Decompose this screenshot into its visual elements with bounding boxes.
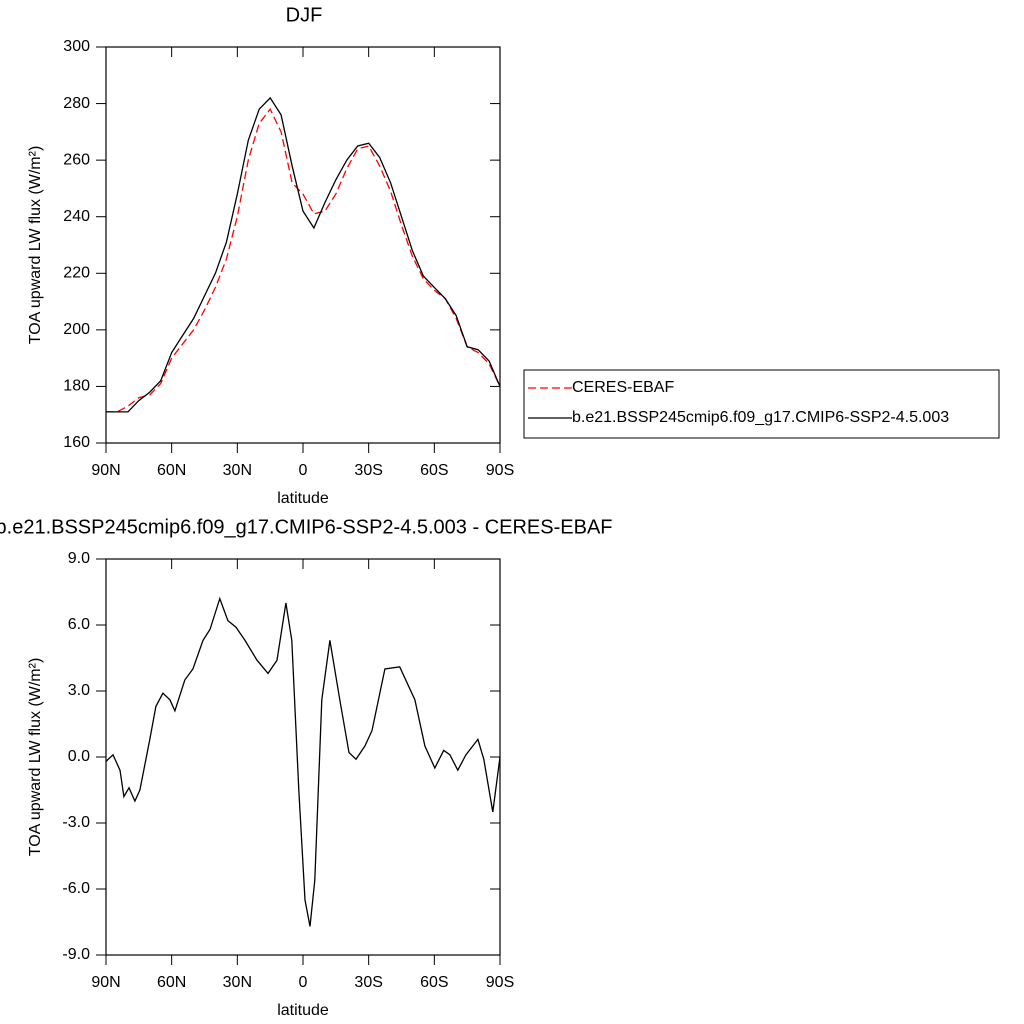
chart: DJF latitude TOA upward LW flux (W/m²) 160 1…	[27, 4, 1000, 507]
legend-label: b.e21.BSSP245cmip6.f09_g17.CMIP6-SSP2-4.…	[572, 409, 949, 426]
y-tick-label: 160	[63, 434, 90, 451]
y-tick-label: 180	[63, 378, 90, 395]
y-tick-label: 260	[63, 151, 90, 168]
x-tick-label: 30S	[354, 462, 382, 479]
y-axis-label: TOA upward LW flux (W/m²)	[27, 146, 44, 345]
y-tick-label: -6.0	[62, 880, 90, 897]
y-tick-label: -3.0	[62, 814, 90, 831]
legend-box	[523, 369, 1000, 439]
data-line	[105, 596, 501, 927]
x-tick-label: 60N	[157, 462, 186, 479]
x-tick-label: 60S	[420, 974, 448, 991]
plot-frame	[105, 46, 501, 444]
y-tick-label: 200	[63, 321, 90, 338]
y-tick-label: 280	[63, 95, 90, 112]
x-tick-label: 90S	[486, 462, 514, 479]
chart-title: DJF	[286, 4, 323, 26]
x-tick-label: 30S	[354, 974, 382, 991]
data-line	[106, 107, 501, 413]
y-tick-label: 9.0	[68, 550, 90, 567]
x-tick-label: 90N	[91, 974, 120, 991]
x-tick-label: 60S	[420, 462, 448, 479]
x-tick-label: 0	[299, 974, 308, 991]
y-tick-label: -9.0	[62, 946, 90, 963]
x-axis-label: latitude	[277, 1002, 329, 1019]
x-tick-label: 0	[299, 462, 308, 479]
x-tick-label: 90N	[91, 462, 120, 479]
y-axis-label: TOA upward LW flux (W/m²)	[27, 658, 44, 857]
x-tick-label: 60N	[157, 974, 186, 991]
y-tick-label: 6.0	[68, 616, 90, 633]
x-tick-label: 30N	[223, 974, 252, 991]
chart: b.e21.BSSP245cmip6.f09_g17.CMIP6-SSP2-4.…	[0, 516, 612, 1019]
y-tick-label: 3.0	[68, 682, 90, 699]
y-tick-label: 240	[63, 208, 90, 225]
y-tick-label: 0.0	[68, 748, 90, 765]
y-tick-label: 300	[63, 38, 90, 55]
chart-title: b.e21.BSSP245cmip6.f09_g17.CMIP6-SSP2-4.…	[0, 516, 612, 538]
data-line	[106, 96, 501, 413]
x-tick-label: 90S	[486, 974, 514, 991]
plot-frame	[105, 558, 501, 956]
x-tick-label: 30N	[223, 462, 252, 479]
y-tick-label: 220	[63, 265, 90, 282]
x-axis-label: latitude	[277, 490, 329, 507]
legend-label: CERES-EBAF	[572, 379, 674, 396]
